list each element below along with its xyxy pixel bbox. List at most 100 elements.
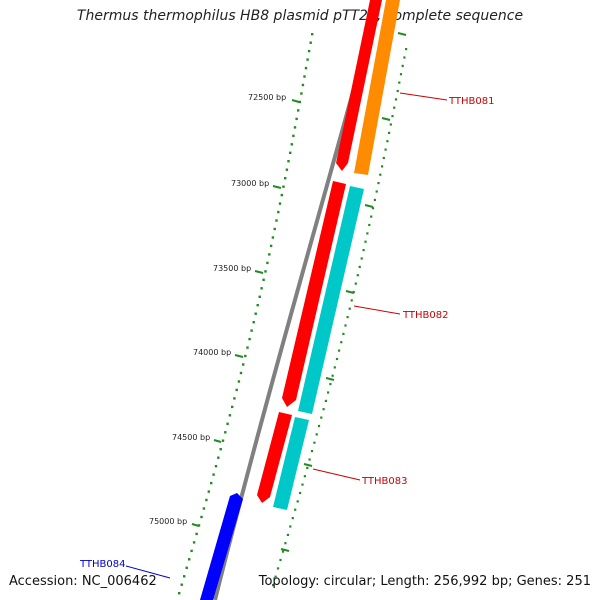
minor-tick [335, 357, 339, 361]
minor-tick [256, 304, 259, 307]
minor-tick [205, 498, 208, 502]
gene-tthb084[interactable] [200, 493, 243, 600]
minor-tick [250, 329, 253, 332]
minor-tick [358, 265, 361, 268]
map-title: Thermus thermophilus HB8 plasmid pTT27, … [76, 8, 524, 24]
track-tick [397, 32, 407, 36]
minor-tick [396, 89, 399, 93]
minor-tick [384, 148, 387, 151]
minor-tick [346, 316, 349, 319]
minor-tick [386, 140, 389, 143]
tick-label: 74000 bp [193, 348, 231, 357]
minor-tick [300, 92, 303, 95]
minor-tick [324, 399, 327, 402]
minor-tick [401, 64, 404, 67]
tick-mark [254, 270, 264, 274]
tick-label: 74500 bp [172, 433, 210, 442]
minor-tick [354, 282, 357, 285]
tick-mark [234, 354, 244, 358]
minor-tick [297, 109, 300, 112]
minor-tick [311, 33, 314, 36]
minor-tick [282, 185, 285, 188]
minor-tick [399, 73, 403, 76]
track-tick [280, 548, 290, 552]
minor-tick [212, 473, 215, 476]
minor-tick [242, 363, 245, 366]
minor-tick [221, 439, 225, 442]
minor-tick [183, 575, 186, 578]
minor-tick [394, 98, 398, 101]
minor-tick [284, 177, 287, 180]
minor-tick [348, 307, 351, 310]
minor-tick [295, 117, 298, 121]
cds-arrow[interactable] [257, 412, 292, 503]
minor-tick [368, 223, 371, 227]
minor-tick [264, 270, 267, 273]
minor-tick [370, 215, 373, 218]
minor-tick [254, 312, 257, 315]
minor-tick [237, 380, 241, 383]
minor-tick [309, 41, 312, 44]
minor-tick [398, 81, 401, 84]
accession-label: Accession: NC_006462 [9, 574, 157, 589]
label-leader [312, 468, 361, 481]
minor-tick [266, 261, 269, 265]
cds-arrow[interactable] [336, 0, 382, 171]
minor-tick [280, 193, 283, 197]
minor-tick [375, 190, 378, 193]
minor-tick [217, 456, 220, 459]
minor-tick [315, 433, 318, 436]
minor-tick [299, 491, 302, 495]
minor-tick [373, 198, 376, 201]
minor-tick [303, 75, 306, 78]
track-tick [325, 377, 335, 381]
tick-mark [272, 185, 282, 189]
minor-tick [289, 525, 292, 528]
minor-tick [331, 374, 334, 377]
gene-label-tthb082[interactable]: TTHB082 [402, 310, 449, 321]
minor-tick [248, 337, 251, 341]
gene-tthb082[interactable] [298, 186, 364, 414]
minor-tick [202, 507, 206, 510]
minor-tick [262, 278, 265, 281]
tick-label: 75000 bp [149, 517, 187, 526]
label-leader [399, 92, 448, 101]
minor-tick [284, 542, 287, 545]
minor-tick [320, 416, 323, 419]
gene-tthb083[interactable] [273, 417, 309, 510]
minor-tick [277, 210, 280, 214]
minor-tick [377, 182, 380, 185]
minor-tick [389, 123, 392, 126]
gene-label-tthb081[interactable]: TTHB081 [448, 96, 495, 107]
gene-features [200, 0, 400, 600]
minor-tick [244, 354, 247, 358]
minor-tick [188, 558, 191, 561]
minor-tick [301, 483, 304, 486]
minor-tick [235, 388, 238, 392]
gene-label-tthb083[interactable]: TTHB083 [361, 476, 408, 487]
minor-tick [306, 466, 309, 469]
minor-tick [294, 508, 297, 511]
gene-label-tthb084[interactable]: TTHB084 [79, 559, 126, 570]
minor-tick [195, 532, 198, 536]
minor-tick [356, 274, 359, 277]
cds-arrow[interactable] [282, 181, 346, 407]
minor-tick [239, 371, 243, 375]
track-ticks [280, 32, 407, 552]
minor-tick [393, 106, 396, 109]
minor-tick [405, 48, 408, 51]
minor-tick [291, 517, 294, 520]
minor-tick [403, 56, 406, 59]
minor-tick [379, 173, 382, 176]
minor-tick [275, 219, 278, 222]
minor-tick [268, 253, 271, 256]
minor-tick [285, 168, 289, 171]
minor-tick [301, 83, 305, 87]
minor-tick [192, 541, 196, 544]
tick-label: 73500 bp [213, 264, 251, 273]
minor-tick [289, 151, 292, 154]
gene-tthb081[interactable] [354, 0, 400, 175]
track-tick [364, 204, 374, 208]
minor-tick [296, 500, 299, 503]
